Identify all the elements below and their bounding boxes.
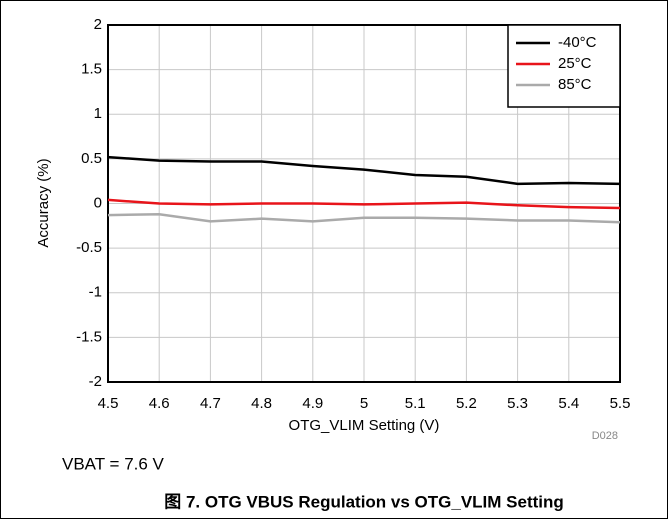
x-axis-label: OTG_VLIM Setting (V)	[289, 417, 440, 434]
y-tick-label: 1	[94, 105, 102, 122]
y-tick-label: 1.5	[81, 61, 102, 78]
y-tick-label: 0	[94, 194, 102, 211]
caption: 图 7. OTG VBUS Regulation vs OTG_VLIM Set…	[164, 492, 564, 511]
series-line	[107, 198, 621, 210]
x-tick-label: 5.4	[558, 395, 579, 412]
y-tick-label: 2	[94, 16, 102, 33]
x-tick-label: 5.2	[456, 395, 477, 412]
x-tick-label: 5.5	[610, 395, 631, 412]
x-tick-label: 4.6	[149, 395, 170, 412]
y-tick-label: -0.5	[76, 239, 102, 256]
x-tick-label: 5	[360, 395, 368, 412]
legend-box	[507, 24, 621, 108]
y-tick-label: 0.5	[81, 150, 102, 167]
x-tick-label: 5.3	[507, 395, 528, 412]
x-tick-label: 4.5	[98, 395, 119, 412]
x-tick-label: 4.9	[302, 395, 323, 412]
legend-label: 25°C	[558, 55, 592, 72]
x-tick-label: 4.8	[251, 395, 272, 412]
plot-area	[107, 24, 621, 383]
annotation: VBAT = 7.6 V	[62, 454, 165, 473]
figure-id: D028	[592, 430, 618, 442]
series-line	[107, 155, 621, 186]
y-axis-label: Accuracy (%)	[35, 158, 52, 247]
y-tick-label: -1	[89, 284, 102, 301]
y-tick-label: -1.5	[76, 328, 102, 345]
y-tick-label: -2	[89, 373, 102, 390]
legend-label: -40°C	[558, 34, 597, 51]
x-tick-label: 4.7	[200, 395, 221, 412]
x-tick-label: 5.1	[405, 395, 426, 412]
legend-label: 85°C	[558, 76, 592, 93]
series-line	[107, 212, 621, 224]
